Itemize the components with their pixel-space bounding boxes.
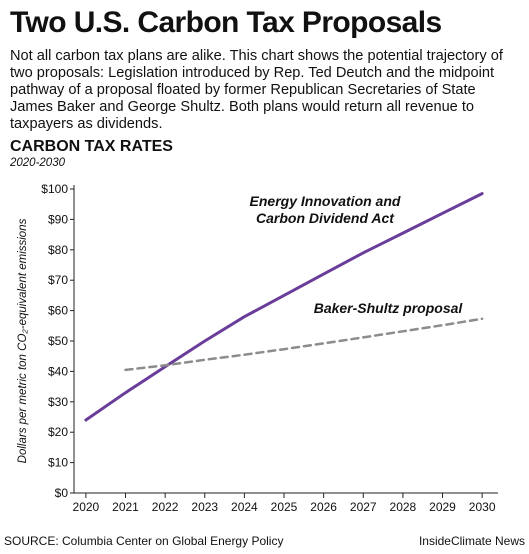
y-tick-label: $90 xyxy=(48,212,68,226)
y-tick-label: $10 xyxy=(48,456,68,470)
x-tick-label: 2025 xyxy=(271,500,298,514)
y-tick-label: $80 xyxy=(48,243,68,257)
x-tick-label: 2027 xyxy=(350,500,377,514)
series-line-energy-innovation-act xyxy=(84,192,484,422)
series-label-baker-shultz: Baker-Shultz proposal xyxy=(314,300,464,316)
y-tick-label: $40 xyxy=(48,364,68,378)
chart-title: Two U.S. Carbon Tax Proposals xyxy=(10,6,442,39)
y-axis-ticks: $0 $10 $20 $30 $40 $50 $60 $70 $80 $90 $100 xyxy=(41,182,74,500)
x-tick-label: 2024 xyxy=(231,500,258,514)
y-tick-label: $70 xyxy=(48,273,68,287)
x-tick-label: 2026 xyxy=(310,500,337,514)
x-tick-label: 2020 xyxy=(73,500,100,514)
series-label-line: Carbon Dividend Act xyxy=(256,210,395,226)
x-tick-label: 2028 xyxy=(390,500,417,514)
x-tick-label: 2022 xyxy=(152,500,179,514)
series-label-line: Energy Innovation and xyxy=(250,193,401,209)
y-tick-label: $0 xyxy=(55,486,69,500)
x-tick-label: 2023 xyxy=(191,500,218,514)
x-tick-label: 2021 xyxy=(112,500,139,514)
y-axis-label: Dollars per metric ton CO₂-equivalent em… xyxy=(17,218,29,463)
x-tick-label: 2029 xyxy=(429,500,456,514)
series-label-line: Baker-Shultz proposal xyxy=(314,300,464,316)
y-tick-label: $30 xyxy=(48,395,68,409)
x-axis-ticks: 2020 2021 2022 2023 2024 2025 2026 2027 2028 2029… xyxy=(73,493,496,514)
y-tick-label: $100 xyxy=(41,182,68,196)
x-tick-label: 2030 xyxy=(469,500,496,514)
section-title: CARBON TAX RATES xyxy=(10,138,173,155)
y-tick-label: $50 xyxy=(48,334,68,348)
source-note: SOURCE: Columbia Center on Global Energy… xyxy=(4,534,284,548)
intro-paragraph: Not all carbon tax plans are alike. This… xyxy=(10,48,503,132)
section-subtitle: 2020-2030 xyxy=(10,157,65,169)
credit-note: InsideClimate News xyxy=(418,534,525,548)
series-lines xyxy=(84,192,484,422)
series-label-energy-innovation-act: Energy Innovation and Carbon Dividend Act xyxy=(250,193,401,226)
series-line-baker-shultz xyxy=(124,317,484,372)
series-labels: Energy Innovation and Carbon Dividend Act… xyxy=(250,193,464,316)
y-tick-label: $60 xyxy=(48,304,68,318)
y-tick-label: $20 xyxy=(48,425,68,439)
